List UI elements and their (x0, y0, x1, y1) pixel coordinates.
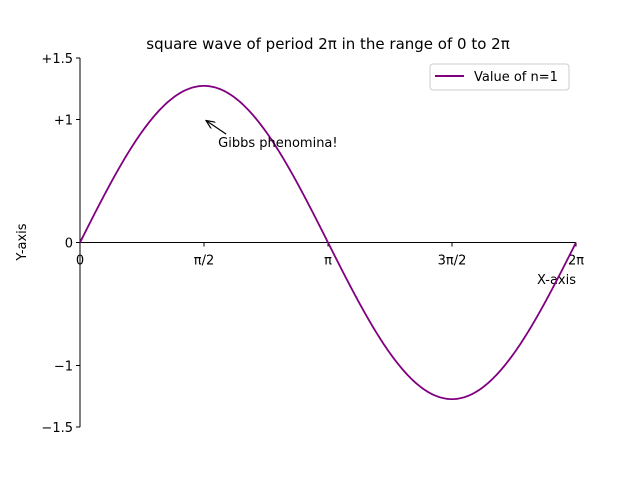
annotation-text: Gibbs phenomina! (218, 136, 337, 151)
y-ticks: +1.5 +1 0 −1 −1.5 (41, 52, 80, 436)
y-tick-label: +1 (54, 114, 73, 129)
series-line (79, 84, 577, 401)
annotation-arrow (206, 121, 227, 135)
legend: Value of n=1 (429, 63, 570, 91)
x-ticks: 0 π/2 π 3π/2 2π (76, 242, 584, 269)
y-tick-label: −1.5 (41, 421, 73, 436)
y-axis-title: Y-axis (15, 223, 30, 261)
series-group (79, 84, 577, 401)
chart-title: square wave of period 2π in the range of… (146, 35, 509, 53)
x-tick-label: 0 (76, 254, 84, 269)
y-tick-label: +1.5 (41, 52, 73, 67)
y-tick-label: −1 (54, 360, 73, 375)
x-tick-label: π/2 (194, 254, 214, 269)
x-tick-label: 3π/2 (438, 254, 467, 269)
x-tick-label: 2π (568, 254, 584, 269)
legend-box (429, 63, 570, 91)
x-tick-label: π (324, 254, 332, 269)
legend-label: Value of n=1 (474, 70, 558, 85)
annotation: Gibbs phenomina! (206, 121, 338, 151)
y-tick-label: 0 (65, 237, 73, 252)
